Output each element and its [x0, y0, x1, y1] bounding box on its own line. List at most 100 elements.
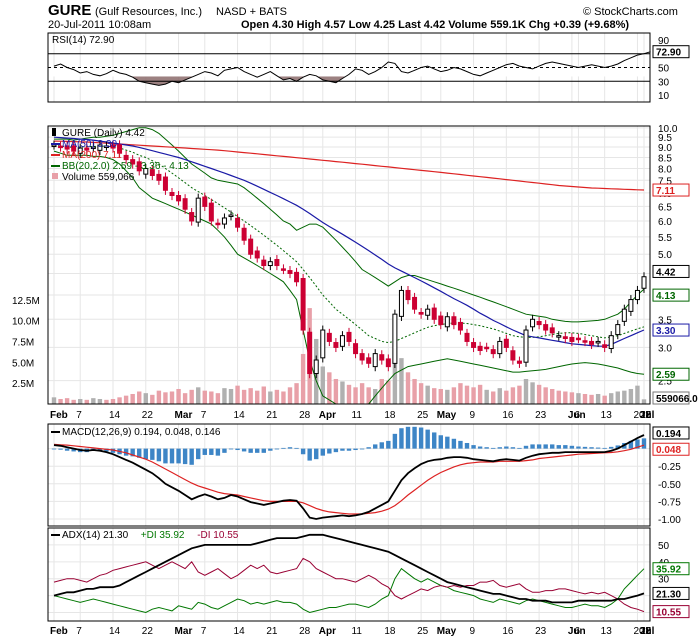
candle-body	[615, 324, 621, 336]
candle-body	[58, 145, 64, 149]
candle-body	[123, 154, 129, 161]
candle-body	[130, 159, 136, 165]
macd-hist-bar	[104, 448, 109, 452]
ma50-last-label-box	[652, 323, 690, 337]
volume-bar	[156, 390, 162, 404]
candle-body	[294, 271, 300, 283]
volume-bar	[641, 399, 647, 404]
candle-body	[313, 359, 319, 375]
volume-bar	[91, 398, 96, 404]
volume-bar	[51, 397, 57, 404]
x-axis-label: 11	[352, 410, 363, 421]
x-axis-label: 18	[384, 626, 396, 637]
volume-bar	[353, 387, 358, 404]
macd-hist-bar	[609, 446, 614, 449]
candle-body	[221, 217, 227, 225]
macd-hist-bar	[300, 448, 306, 455]
volume-bar	[477, 384, 483, 404]
macd-hist-bar	[432, 432, 437, 449]
volume-bar	[300, 353, 306, 404]
rsi-tick: 30	[658, 77, 670, 88]
macd-last-label-box	[652, 426, 690, 440]
macd-tick: -1.00	[658, 515, 681, 526]
rsi-last-label-box	[652, 45, 690, 59]
volume-bar	[287, 387, 293, 404]
macd-hist-bar	[110, 448, 116, 453]
candle-body	[84, 147, 90, 151]
volume-bar	[104, 399, 109, 404]
macd-hist-bar	[137, 448, 142, 458]
x-axis-label: 25	[417, 410, 429, 421]
volume-bar	[294, 383, 299, 404]
macd-hist-bar	[510, 447, 516, 449]
macd-hist-bar	[491, 447, 496, 449]
volume-bar	[327, 372, 332, 404]
plus-di-last-label-box	[652, 562, 690, 576]
volume-last-label-box	[652, 391, 690, 405]
candle-body	[490, 349, 496, 355]
volume-bar	[464, 385, 470, 404]
volume-bar	[143, 393, 148, 404]
macd-hist-bar	[196, 448, 201, 460]
candle-body	[143, 168, 149, 175]
volume-bar	[576, 393, 581, 404]
quote-summary: Open 4.30 High 4.57 Low 4.25 Last 4.42 V…	[241, 19, 629, 31]
x-axis-label: 23	[535, 410, 547, 421]
volume-tick: 2.5M	[12, 379, 34, 390]
adx-tick: 50	[658, 541, 670, 552]
macd-hist-bar	[530, 444, 535, 449]
macd-hist-bar	[484, 447, 489, 449]
candle-body	[497, 340, 503, 355]
exchange-label: NASD + BATS	[216, 6, 287, 18]
timestamp: 20-Jul-2011 10:08am	[48, 19, 151, 31]
candle-body	[516, 360, 522, 364]
macd-hist-bar	[235, 448, 240, 451]
watermark: © StockCharts.com	[583, 6, 678, 18]
price-legend-entry: BB(20,2.0) 2.59 - 3.36 - 4.13	[62, 161, 189, 172]
volume-bar	[366, 387, 371, 404]
macd-hist-bar	[477, 446, 483, 449]
candle-body	[326, 332, 332, 342]
volume-bar	[78, 398, 83, 404]
plus-di-line	[53, 567, 645, 614]
macd-tick: -0.75	[658, 497, 681, 508]
macd-hist-bar	[123, 448, 129, 456]
candle-body	[582, 340, 588, 343]
candle-body	[589, 340, 595, 345]
candle-body	[117, 144, 123, 154]
bb-mid-line	[53, 144, 645, 344]
macd-hist-bar	[97, 448, 103, 451]
volume-bar	[386, 380, 391, 404]
volume-bar	[392, 345, 398, 404]
candle-body	[182, 198, 188, 210]
volume-bar	[458, 383, 463, 404]
volume-bar	[248, 388, 253, 404]
candle-body	[595, 340, 601, 344]
volume-last-label: 559066.0	[656, 394, 698, 405]
x-axis-label: 11	[640, 626, 651, 637]
volume-bar	[163, 392, 168, 404]
volume-bar	[582, 393, 588, 404]
x-axis-label: Jul	[640, 410, 655, 421]
rsi-line	[53, 51, 651, 86]
macd-hist-bar	[464, 442, 470, 449]
candle-body	[575, 337, 581, 341]
company-name: (Gulf Resources, Inc.)	[95, 6, 202, 18]
volume-bar	[123, 395, 129, 404]
macd-hist-bar	[635, 439, 640, 449]
macd-hist-bar	[333, 448, 339, 453]
candle-body	[90, 146, 96, 150]
bb-lower-last-label: 2.59	[656, 370, 676, 381]
candle-body	[215, 222, 221, 226]
volume-tick: 5.0M	[12, 358, 34, 369]
volume-bar	[235, 385, 240, 404]
macd-hist-bar	[307, 448, 312, 461]
bb-lower-line	[53, 150, 645, 405]
volume-bar	[635, 385, 640, 404]
candle-body	[641, 276, 647, 289]
candle-body	[392, 313, 398, 364]
candle-body	[366, 357, 372, 364]
candle-body	[523, 329, 529, 363]
